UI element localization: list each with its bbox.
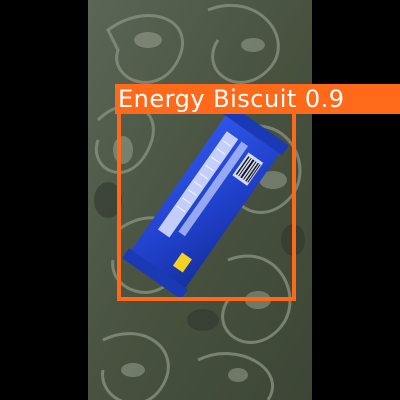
photo-region bbox=[88, 0, 312, 400]
photo-illustration bbox=[88, 0, 312, 400]
detection-bounding-box bbox=[117, 110, 296, 301]
biscuit-package bbox=[122, 104, 289, 300]
detection-label: Energy Biscuit 0.9 bbox=[115, 84, 400, 114]
fabric-highlights bbox=[113, 32, 287, 382]
